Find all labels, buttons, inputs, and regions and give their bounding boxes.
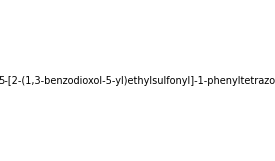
Text: 5-[2-(1,3-benzodioxol-5-yl)ethylsulfonyl]-1-phenyltetrazole: 5-[2-(1,3-benzodioxol-5-yl)ethylsulfonyl…: [0, 76, 275, 86]
